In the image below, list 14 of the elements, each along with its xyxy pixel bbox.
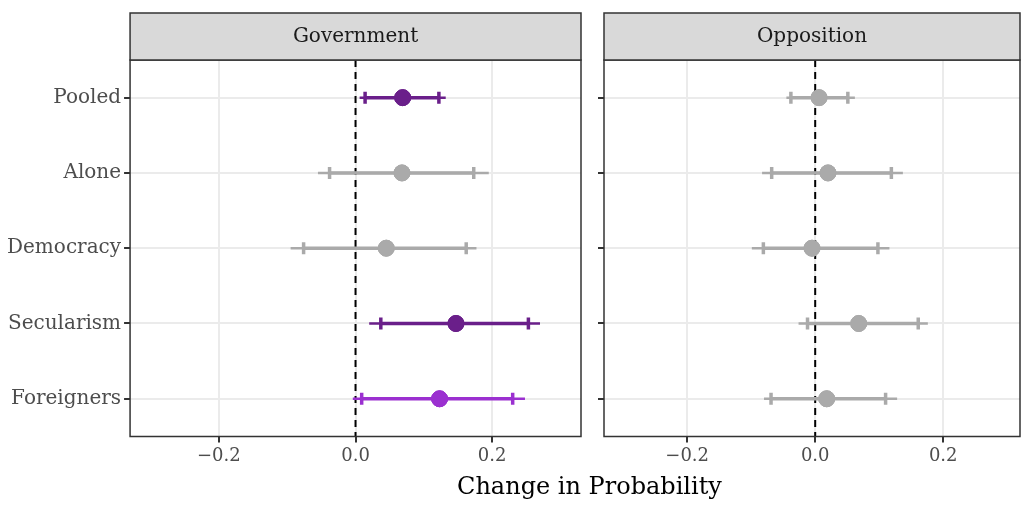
- y-tick-label: Secularism: [7, 309, 122, 334]
- x-tick-label: 0.2: [477, 443, 507, 465]
- chart-title: Opposition: [756, 23, 868, 48]
- y-tick-label: Democracy: [7, 234, 122, 259]
- x-tick-label: −0.2: [197, 443, 241, 465]
- x-tick-label: −0.2: [665, 443, 710, 465]
- x-tick-label: 0.2: [928, 443, 958, 465]
- chart-title: Government: [292, 23, 419, 48]
- y-tick-label: Pooled: [53, 83, 122, 108]
- x-axis-title: Change in Probability: [456, 472, 723, 500]
- x-tick-label: 0.0: [800, 443, 830, 465]
- y-tick-label: Alone: [62, 159, 122, 184]
- x-tick-label: 0.0: [341, 443, 370, 465]
- y-tick-label: Foreigners: [11, 384, 122, 409]
